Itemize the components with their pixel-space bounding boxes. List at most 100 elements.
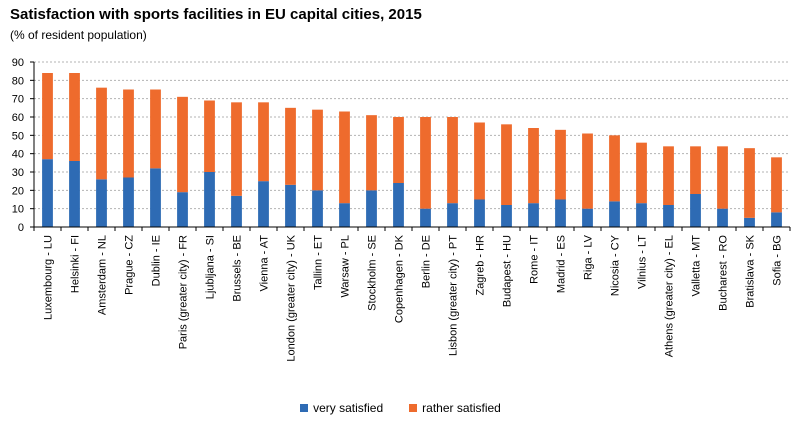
x-tick-label: Vilnius - LT xyxy=(637,235,649,289)
y-tick-label: 10 xyxy=(12,204,24,216)
x-tick-label: Amsterdam - NL xyxy=(97,235,109,315)
legend-label-very-satisfied: very satisfied xyxy=(313,401,384,415)
bar-rather-satisfied xyxy=(69,73,80,161)
bar-very-satisfied xyxy=(42,159,53,227)
bar-rather-satisfied xyxy=(150,89,161,169)
bar-very-satisfied xyxy=(96,179,107,227)
bar-rather-satisfied xyxy=(42,73,53,160)
y-tick-label: 70 xyxy=(12,94,24,106)
bar-rather-satisfied xyxy=(771,157,782,213)
x-tick-label: Rome - IT xyxy=(529,235,541,284)
bar-very-satisfied xyxy=(771,212,782,227)
bar-rather-satisfied xyxy=(312,109,323,191)
bar-very-satisfied xyxy=(285,184,296,227)
x-tick-label: Valletta - MT xyxy=(691,235,703,297)
bar-very-satisfied xyxy=(150,168,161,227)
x-tick-label: London (greater city) - UK xyxy=(286,234,298,361)
x-tick-label: Prague - CZ xyxy=(124,235,136,295)
bar-rather-satisfied xyxy=(447,117,458,204)
bar-rather-satisfied xyxy=(204,100,215,172)
bar-rather-satisfied xyxy=(231,102,242,196)
bar-very-satisfied xyxy=(663,205,674,227)
bar-rather-satisfied xyxy=(96,87,107,180)
bar-rather-satisfied xyxy=(609,135,620,202)
bar-very-satisfied xyxy=(528,203,539,227)
bar-very-satisfied xyxy=(393,183,404,227)
chart-subtitle: (% of resident population) xyxy=(10,28,147,42)
x-tick-label: Paris (greater city) - FR xyxy=(178,235,190,349)
bar-very-satisfied xyxy=(339,203,350,227)
legend-label-rather-satisfied: rather satisfied xyxy=(422,401,501,415)
bar-rather-satisfied xyxy=(474,122,485,200)
bar-very-satisfied xyxy=(177,192,188,227)
bar-very-satisfied xyxy=(420,208,431,227)
bar-very-satisfied xyxy=(744,217,755,227)
bar-rather-satisfied xyxy=(339,111,350,204)
y-tick-label: 80 xyxy=(12,75,24,87)
bar-very-satisfied xyxy=(690,194,701,227)
x-tick-label: Riga - LV xyxy=(583,234,595,280)
x-tick-label: Warsaw - PL xyxy=(340,235,352,298)
x-tick-label: Zagreb - HR xyxy=(475,235,487,296)
y-tick-label: 50 xyxy=(12,130,24,142)
y-tick-label: 20 xyxy=(12,185,24,197)
bar-rather-satisfied xyxy=(555,129,566,200)
x-tick-label: Helsinki - FI xyxy=(70,235,82,293)
bar-rather-satisfied xyxy=(420,117,431,209)
x-tick-label: Sofia - BG xyxy=(772,235,784,286)
bar-rather-satisfied xyxy=(582,133,593,209)
x-tick-label: Dublin - IE xyxy=(151,235,163,286)
bar-rather-satisfied xyxy=(636,142,647,204)
bar-rather-satisfied xyxy=(744,148,755,218)
x-tick-label: Stockholm - SE xyxy=(367,235,379,311)
legend-item-rather-satisfied: rather satisfied xyxy=(409,401,501,415)
bar-very-satisfied xyxy=(447,203,458,227)
bar-very-satisfied xyxy=(501,205,512,227)
y-tick-label: 40 xyxy=(12,149,24,161)
bar-rather-satisfied xyxy=(285,107,296,185)
x-tick-label: Luxembourg - LU xyxy=(43,235,55,320)
bar-very-satisfied xyxy=(609,201,620,227)
x-tick-label: Tallinn - ET xyxy=(313,235,325,290)
bar-very-satisfied xyxy=(258,181,269,227)
bar-very-satisfied xyxy=(123,177,134,227)
bar-rather-satisfied xyxy=(123,89,134,178)
x-tick-label: Ljubljana - SI xyxy=(205,235,217,299)
bar-very-satisfied xyxy=(69,161,80,227)
bar-very-satisfied xyxy=(366,190,377,227)
x-tick-label: Lisbon (greater city) - PT xyxy=(448,235,460,356)
chart-title: Satisfaction with sports facilities in E… xyxy=(10,6,422,23)
bar-rather-satisfied xyxy=(690,146,701,194)
y-tick-label: 90 xyxy=(12,57,24,69)
y-tick-label: 60 xyxy=(12,112,24,124)
x-tick-label: Madrid - ES xyxy=(556,235,568,293)
bar-rather-satisfied xyxy=(501,124,512,205)
legend-item-very-satisfied: very satisfied xyxy=(300,401,383,415)
bar-rather-satisfied xyxy=(717,146,728,209)
x-tick-label: Brussels - BE xyxy=(232,235,244,302)
bar-very-satisfied xyxy=(717,208,728,227)
bar-rather-satisfied xyxy=(177,96,188,193)
bar-rather-satisfied xyxy=(366,115,377,191)
bar-rather-satisfied xyxy=(663,146,674,205)
bar-chart: 0 10 20 30 40 50 60 70 80 90 Luxembourg - LU Helsin… xyxy=(12,57,791,362)
bar-very-satisfied xyxy=(231,195,242,227)
bar-very-satisfied xyxy=(555,199,566,227)
x-tick-label: Copenhagen - DK xyxy=(394,234,406,323)
x-tick-label: Bucharest - RO xyxy=(718,235,730,311)
bar-very-satisfied xyxy=(312,190,323,227)
bar-rather-satisfied xyxy=(528,128,539,204)
x-tick-label: Nicosia - CY xyxy=(610,234,622,296)
bar-very-satisfied xyxy=(204,172,215,227)
x-tick-label: Budapest - HU xyxy=(502,235,514,307)
x-tick-label: Bratislava - SK xyxy=(745,234,757,307)
chart-legend: very satisfied rather satisfied xyxy=(0,401,801,415)
bar-very-satisfied xyxy=(474,199,485,227)
bar-very-satisfied xyxy=(636,203,647,227)
y-tick-label: 30 xyxy=(12,167,24,179)
x-tick-label: Berlin - DE xyxy=(421,235,433,288)
x-tick-label: Athens (greater city) - EL xyxy=(664,235,676,357)
bar-rather-satisfied xyxy=(258,102,269,182)
legend-swatch-rather-satisfied xyxy=(409,404,418,412)
x-tick-label: Vienna - AT xyxy=(259,235,271,292)
